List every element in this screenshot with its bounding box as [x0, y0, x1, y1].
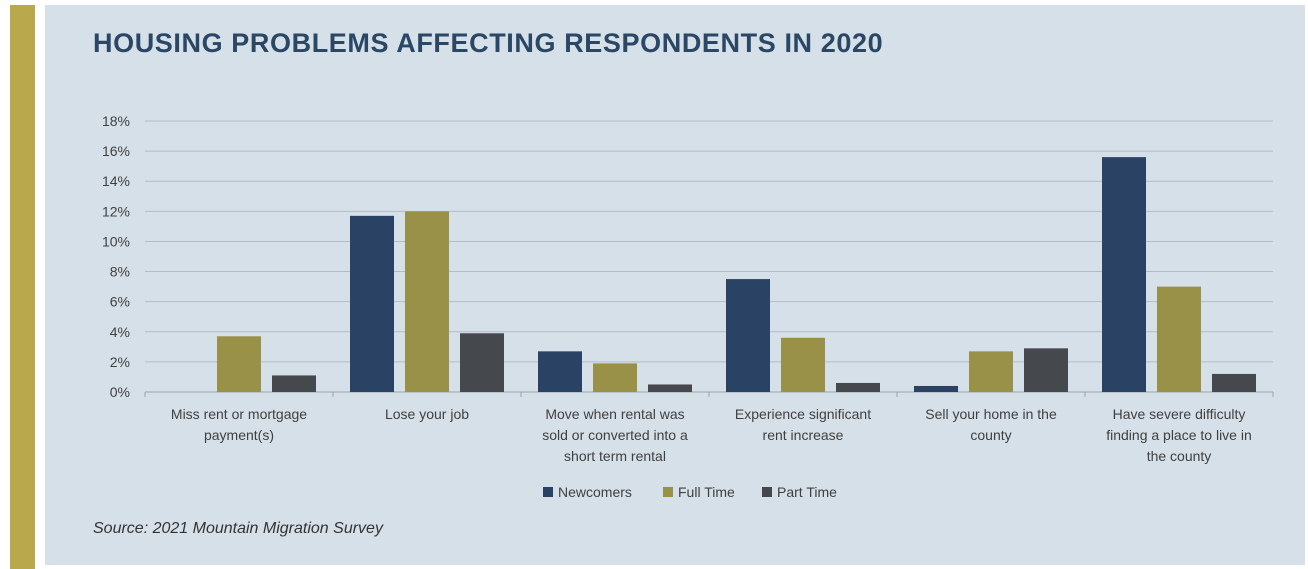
- bar-newcomers: [914, 385, 958, 392]
- source-note: Source: 2021 Mountain Migration Survey: [93, 520, 383, 537]
- bar-part-time: [272, 375, 316, 392]
- y-tick-label: 16%: [102, 143, 130, 159]
- x-category-label-line: payment(s): [204, 427, 274, 443]
- bar-newcomers: [1102, 157, 1146, 392]
- x-category-label-line: short term rental: [564, 448, 666, 464]
- y-tick-label: 14%: [102, 173, 130, 189]
- x-category-label-line: Have severe difficulty: [1113, 406, 1246, 422]
- bar-part-time: [836, 382, 880, 392]
- bar-full-time: [593, 363, 637, 392]
- bar-full-time: [1157, 286, 1201, 392]
- x-category-label-line: the county: [1147, 448, 1212, 464]
- bar-part-time: [460, 333, 504, 392]
- legend-swatch: [762, 487, 772, 497]
- x-category-label-line: Lose your job: [385, 406, 469, 422]
- legend-label: Full Time: [678, 484, 735, 500]
- x-category-label-line: Sell your home in the: [925, 406, 1057, 422]
- y-tick-label: 10%: [102, 233, 130, 249]
- x-category-label: Lose your job: [385, 406, 469, 422]
- bar-newcomers: [538, 351, 582, 392]
- y-tick-label: 0%: [110, 384, 130, 400]
- x-category-label: Move when rental was sold or converted in…: [542, 406, 688, 464]
- x-category-label-line: finding a place to live in: [1106, 427, 1252, 443]
- y-tick-label: 2%: [110, 354, 130, 370]
- x-category-label-line: Move when rental was: [545, 406, 684, 422]
- bar-part-time: [1212, 373, 1256, 392]
- chart-panel: [45, 5, 1305, 565]
- legend-swatch: [543, 487, 553, 497]
- bar-full-time: [781, 337, 825, 392]
- x-category-label-line: Miss rent or mortgage: [171, 406, 307, 422]
- bar-part-time: [1024, 348, 1068, 392]
- x-category-label: Miss rent or mortgage payment(s): [171, 406, 307, 443]
- x-category-label: Experience significant rent increase: [735, 406, 871, 443]
- bar-part-time: [648, 384, 692, 392]
- accent-stripe: [10, 5, 35, 569]
- x-category-label-line: rent increase: [763, 427, 844, 443]
- legend-label: Newcomers: [558, 484, 632, 500]
- bar-full-time: [217, 336, 261, 392]
- page-title: HOUSING PROBLEMS AFFECTING RESPONDENTS I…: [93, 28, 884, 58]
- legend-label: Part Time: [777, 484, 837, 500]
- y-tick-label: 6%: [110, 294, 130, 310]
- x-category-label: Have severe difficulty finding a place to…: [1106, 406, 1252, 464]
- x-category-label-line: county: [970, 427, 1011, 443]
- y-tick-label: 18%: [102, 113, 130, 129]
- legend-swatch: [663, 487, 673, 497]
- bar-full-time: [969, 351, 1013, 392]
- bar-newcomers: [350, 215, 394, 392]
- x-category-label-line: sold or converted into a: [542, 427, 688, 443]
- bar-newcomers: [726, 279, 770, 392]
- y-tick-label: 8%: [110, 264, 130, 280]
- x-category-label-line: Experience significant: [735, 406, 871, 422]
- y-tick-label: 12%: [102, 203, 130, 219]
- y-tick-label: 4%: [110, 324, 130, 340]
- bar-full-time: [405, 211, 449, 392]
- x-category-label: Sell your home in the county: [925, 406, 1057, 443]
